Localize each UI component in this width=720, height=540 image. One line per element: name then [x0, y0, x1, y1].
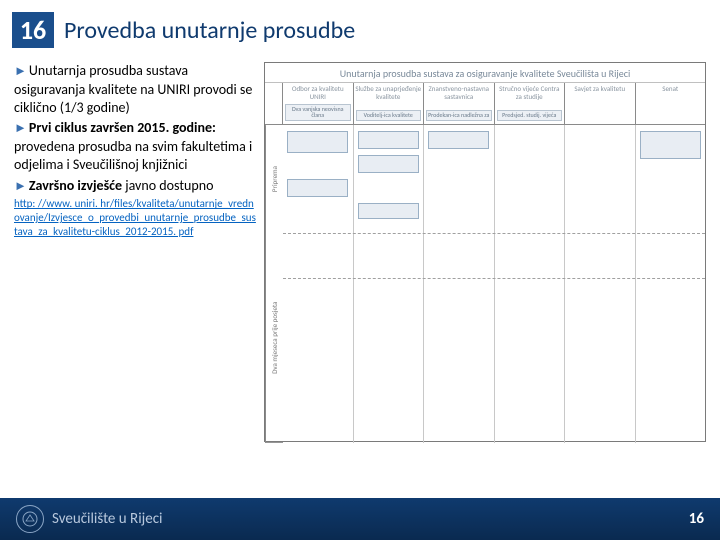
swimlane-diagram: Unutarnja prosudba sustava za osiguravan… — [264, 62, 706, 442]
text-column: ►Unutarnja prosudba sustava osiguravanja… — [14, 62, 256, 442]
col-5-label: Savjet za kvalitetu — [566, 85, 634, 93]
report-link[interactable]: http: //www. uniri. hr/files/kvaliteta/u… — [14, 197, 256, 238]
diagram-title: Unutarnja prosudba sustava za osiguravan… — [265, 63, 705, 83]
col-3: Znanstveno-nastavna sastavnica Prodekan-… — [424, 83, 495, 124]
lane-2 — [354, 125, 425, 443]
bullet-2: ►Prvi ciklus završen 2015. godine: prove… — [14, 119, 256, 174]
footer-org: Sveučilište u Rijeci — [52, 510, 162, 528]
lane-6 — [636, 125, 706, 443]
slide-footer: Sveučilište u Rijeci 16 — [0, 498, 720, 540]
diagram-column: Unutarnja prosudba sustava za osiguravan… — [264, 62, 706, 442]
bullet-2-bold: Prvi ciklus završen 2015. godine: — [29, 119, 216, 136]
rail-label-bottom: Dva mjeseca prije posjeta — [265, 233, 283, 443]
lane-3 — [424, 125, 495, 443]
dashed-divider — [283, 278, 705, 279]
slide-header: 16 Provedba unutarnje prosudbe — [0, 0, 720, 56]
flow-box — [358, 131, 419, 149]
bullet-3-rest: javno dostupno — [125, 177, 213, 194]
rail-label-top: Priprema — [265, 125, 283, 233]
flow-box — [287, 131, 348, 153]
sub-2: Voditelj-ica kvalitete — [356, 110, 422, 121]
col-6: Senat — [636, 83, 706, 124]
lanes — [283, 125, 705, 443]
col-5: Savjet za kvalitetu — [565, 83, 636, 124]
footer-left: Sveučilište u Rijeci — [16, 505, 162, 533]
col-1-label: Odbor za kvalitetu UNIRI — [284, 85, 352, 100]
bullet-3: ►Završno izvješće javno dostupno — [14, 177, 256, 196]
sub-3: Prodekan-ica nadležna za — [426, 110, 492, 121]
slide-title: Provedba unutarnje prosudbe — [64, 16, 355, 45]
lane-1 — [283, 125, 354, 443]
col-3-label: Znanstveno-nastavna sastavnica — [425, 85, 493, 100]
bullet-1: ►Unutarnja prosudba sustava osiguravanja… — [14, 62, 256, 117]
footer-page-number: 16 — [689, 510, 704, 528]
lane-5 — [565, 125, 636, 443]
arrow-icon: ► — [14, 179, 27, 194]
flow-box — [358, 203, 419, 219]
left-rail-spacer — [265, 83, 283, 124]
arrow-icon: ► — [14, 64, 27, 79]
col-4: Stručno vijeće Centra za studije Predsje… — [495, 83, 566, 124]
swimlane-headers: Odbor za kvalitetu UNIRI Dva vanjska neo… — [265, 83, 705, 125]
col-4-label: Stručno vijeće Centra za studije — [496, 85, 564, 100]
col-1: Odbor za kvalitetu UNIRI Dva vanjska neo… — [283, 83, 354, 124]
bullet-1-text: Unutarnja prosudba sustava osiguravanja … — [14, 62, 252, 116]
col-2-label: Službe za unaprjeđenje kvalitete — [355, 85, 423, 100]
slide-number-box: 16 — [12, 12, 54, 48]
sub-1: Dva vanjska neovisna člana — [285, 104, 351, 121]
col-2: Službe za unaprjeđenje kvalitete Voditel… — [354, 83, 425, 124]
diagram-body: Priprema — [265, 125, 705, 443]
flow-box — [428, 131, 489, 149]
arrow-icon: ► — [14, 121, 27, 136]
sub-4: Predsjed. studij. vijeća — [497, 110, 563, 121]
content-area: ►Unutarnja prosudba sustava osiguravanja… — [0, 56, 720, 442]
flow-box — [640, 131, 701, 159]
bullet-3-bold: Završno izvješće — [29, 177, 125, 194]
flow-box — [287, 179, 348, 197]
bullet-2-rest: provedena prosudba na svim fakultetima i… — [14, 138, 252, 173]
col-6-label: Senat — [637, 85, 705, 93]
lane-4 — [495, 125, 566, 443]
dashed-divider — [283, 233, 705, 234]
flow-box — [358, 155, 419, 173]
university-logo-icon — [16, 505, 44, 533]
